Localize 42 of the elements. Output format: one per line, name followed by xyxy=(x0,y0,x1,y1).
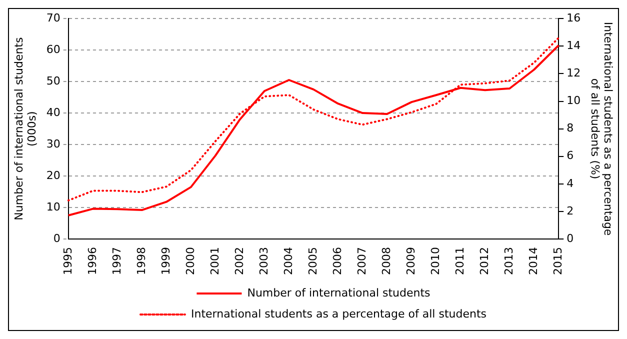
x-tick-label: 2013 xyxy=(502,247,516,276)
y-tick-label: 10 xyxy=(46,200,60,214)
y2-tick-label: 8 xyxy=(566,122,574,135)
x-tick-label: 2014 xyxy=(526,247,540,276)
y2-tick-label: 16 xyxy=(566,11,581,24)
x-tick-label: 2011 xyxy=(453,247,466,276)
legend-label: Number of international students xyxy=(247,286,431,300)
x-tick-label: 1997 xyxy=(110,247,124,276)
x-tick-label: 2006 xyxy=(330,247,344,276)
x-tick-label: 2015 xyxy=(551,247,564,276)
x-tick-label: 2008 xyxy=(380,247,393,276)
y2-tick-label: 2 xyxy=(566,204,574,218)
y2-tick-label: 0 xyxy=(566,232,574,245)
legend-label: International students as a percentage of all students xyxy=(190,307,487,320)
x-tick-label: 2004 xyxy=(282,247,295,276)
y2-tick-label: 10 xyxy=(566,94,581,108)
y-tick-label: 20 xyxy=(46,168,60,182)
x-tick-label: 2000 xyxy=(184,247,197,276)
y2-tick-label: 14 xyxy=(566,39,581,52)
x-tick-label: 2010 xyxy=(428,247,442,276)
x-tick-label: 2001 xyxy=(208,247,222,276)
x-tick-label: 1998 xyxy=(134,247,148,276)
x-tick-label: 2012 xyxy=(478,247,491,276)
x-tick-label: 1999 xyxy=(159,247,172,276)
y-tick-label: 30 xyxy=(46,137,60,150)
y-tick-label: 50 xyxy=(46,74,60,88)
y2-tick-label: 4 xyxy=(566,176,574,190)
x-tick-label: 2003 xyxy=(257,247,270,276)
x-tick-label: 1995 xyxy=(61,247,74,276)
y2-axis-title: International students as a percentage of all students (%) xyxy=(588,22,615,236)
y-tick-label: 60 xyxy=(46,42,60,56)
x-tick-label: 2005 xyxy=(306,247,320,276)
y-axis-title: Number of international students (000s) xyxy=(12,37,39,220)
y-tick-label: 70 xyxy=(46,11,60,24)
x-tick-label: 2009 xyxy=(404,247,418,276)
y2-tick-label: 12 xyxy=(566,66,581,80)
y-tick-label: 0 xyxy=(53,232,60,245)
x-tick-label: 1996 xyxy=(86,247,99,276)
x-tick-label: 2002 xyxy=(232,247,246,276)
x-tick-label: 2007 xyxy=(355,247,368,276)
y-tick-label: 40 xyxy=(46,106,60,119)
y2-tick-label: 6 xyxy=(566,149,574,162)
